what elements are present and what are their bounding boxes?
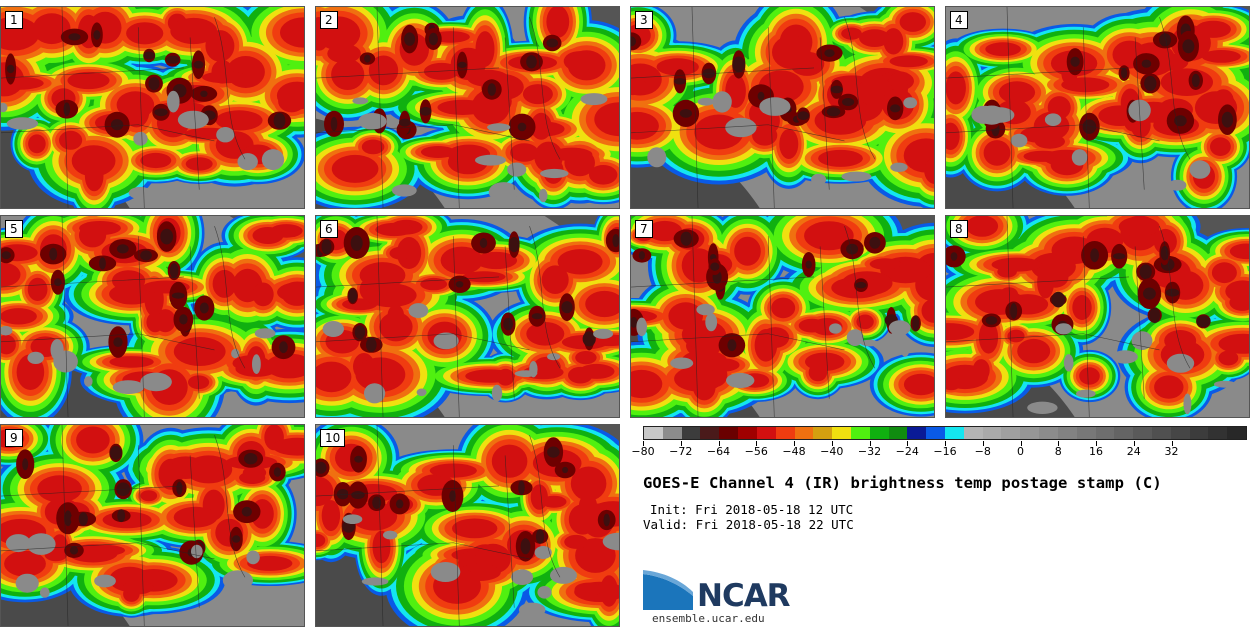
figure-title: GOES-E Channel 4 (IR) brightness temp po… bbox=[643, 474, 1162, 492]
colorbar-tick bbox=[982, 441, 984, 446]
colorbar-swatch bbox=[681, 427, 701, 439]
colorbar-swatch bbox=[926, 427, 945, 439]
colorbar-swatch bbox=[1170, 427, 1190, 439]
colorbar-swatch bbox=[1095, 427, 1115, 439]
colorbar-swatch bbox=[794, 427, 814, 439]
colorbar-tick bbox=[831, 441, 833, 446]
ensemble-member-panel: 9 bbox=[0, 424, 305, 627]
colorbar-swatch bbox=[1227, 427, 1246, 439]
ncar-logo-icon bbox=[643, 570, 693, 610]
colorbar-ticks: −80 −72 −64 −56 −48 −40 −32 −24 −16 −8 0 8 16 24 32 bbox=[631, 441, 1247, 459]
colorbar-tick bbox=[718, 441, 720, 446]
colorbar-tick-label: −40 bbox=[820, 445, 844, 458]
panel-number-label: 4 bbox=[950, 11, 968, 29]
init-time: Init: Fri 2018-05-18 12 UTC bbox=[650, 502, 854, 517]
ensemble-member-panel: 10 bbox=[315, 424, 620, 627]
panel-number-label: 2 bbox=[320, 11, 338, 29]
panel-number-label: 5 bbox=[5, 220, 23, 238]
valid-time: Valid: Fri 2018-05-18 22 UTC bbox=[643, 517, 854, 532]
colorbar-tick bbox=[643, 441, 644, 446]
panel-number-label: 9 bbox=[5, 429, 23, 447]
colorbar-swatch bbox=[982, 427, 1002, 439]
colorbar-tick bbox=[1096, 441, 1097, 446]
colorbar-swatch bbox=[719, 427, 739, 439]
colorbar-swatch bbox=[1208, 427, 1228, 439]
colorbar-tick bbox=[680, 441, 682, 446]
colorbar-tick-label: −24 bbox=[895, 445, 919, 458]
colorbar-swatch bbox=[850, 427, 870, 439]
panel-number-label: 1 bbox=[5, 11, 23, 29]
colorbar-swatch bbox=[662, 427, 682, 439]
colorbar-swatch bbox=[1020, 427, 1040, 439]
colorbar-swatch bbox=[644, 427, 663, 439]
ensemble-member-panel: 1 bbox=[0, 6, 305, 209]
colorbar-tick-label: 24 bbox=[1126, 445, 1141, 458]
colorbar-tick-label: −48 bbox=[782, 445, 806, 458]
colorbar-swatch bbox=[945, 427, 964, 439]
ensemble-member-panel: 6 bbox=[315, 215, 620, 418]
colorbar-swatch bbox=[1057, 427, 1077, 439]
colorbar-swatch bbox=[1039, 427, 1058, 439]
colorbar-swatch bbox=[1133, 427, 1152, 439]
colorbar-swatch bbox=[832, 427, 851, 439]
colorbar-swatch bbox=[700, 427, 720, 439]
ensemble-member-panel: 2 bbox=[315, 6, 620, 209]
colorbar-tick-label: 16 bbox=[1089, 445, 1103, 458]
colorbar-tick-label: −80 bbox=[631, 445, 655, 458]
colorbar-tick-label: −8 bbox=[974, 445, 991, 458]
colorbar-tick bbox=[945, 441, 946, 446]
colorbar-tick-label: 32 bbox=[1164, 445, 1179, 458]
colorbar-swatch bbox=[1151, 427, 1171, 439]
panel-number-label: 3 bbox=[635, 11, 653, 29]
colorbar-tick-label: −56 bbox=[744, 445, 768, 458]
panel-number-label: 7 bbox=[635, 220, 653, 238]
colorbar-tick-label: −72 bbox=[669, 445, 693, 458]
colorbar-swatch bbox=[888, 427, 908, 439]
colorbar bbox=[643, 426, 1247, 440]
colorbar-swatch bbox=[1114, 427, 1134, 439]
colorbar-swatch bbox=[756, 427, 776, 439]
colorbar-tick bbox=[756, 441, 758, 446]
ensemble-member-panel: 3 bbox=[630, 6, 935, 209]
colorbar-swatch bbox=[1001, 427, 1021, 439]
colorbar-tick bbox=[1020, 441, 1022, 446]
ensemble-member-panel: 7 bbox=[630, 215, 935, 418]
colorbar-tick-label: 8 bbox=[1054, 445, 1062, 458]
colorbar-swatch bbox=[907, 427, 927, 439]
panel-number-label: 6 bbox=[320, 220, 338, 238]
colorbar-tick bbox=[907, 441, 909, 446]
colorbar-tick bbox=[794, 441, 795, 446]
ensemble-member-panel: 5 bbox=[0, 215, 305, 418]
colorbar-tick-label: −64 bbox=[706, 445, 731, 458]
colorbar-tick-label: −32 bbox=[857, 445, 882, 458]
colorbar-tick bbox=[869, 441, 871, 446]
colorbar-tick-label: −16 bbox=[933, 445, 957, 458]
colorbar-swatch bbox=[1076, 427, 1096, 439]
colorbar-tick bbox=[1058, 441, 1060, 446]
colorbar-tick-label: 0 bbox=[1017, 445, 1024, 458]
site-url: ensemble.ucar.edu bbox=[652, 612, 765, 625]
colorbar-tick bbox=[1133, 441, 1135, 446]
colorbar-tick bbox=[1171, 441, 1173, 446]
colorbar-swatch bbox=[775, 427, 795, 439]
colorbar-swatch bbox=[1189, 427, 1209, 439]
panel-number-label: 10 bbox=[320, 429, 346, 447]
panel-number-label: 8 bbox=[950, 220, 968, 238]
ensemble-member-panel: 8 bbox=[945, 215, 1250, 418]
colorbar-swatch bbox=[813, 427, 833, 439]
ensemble-member-panel: 4 bbox=[945, 6, 1250, 209]
colorbar-swatch bbox=[738, 427, 757, 439]
colorbar-swatch bbox=[963, 427, 983, 439]
ncar-logo-text: NCAR bbox=[697, 578, 791, 614]
colorbar-swatch bbox=[869, 427, 889, 439]
